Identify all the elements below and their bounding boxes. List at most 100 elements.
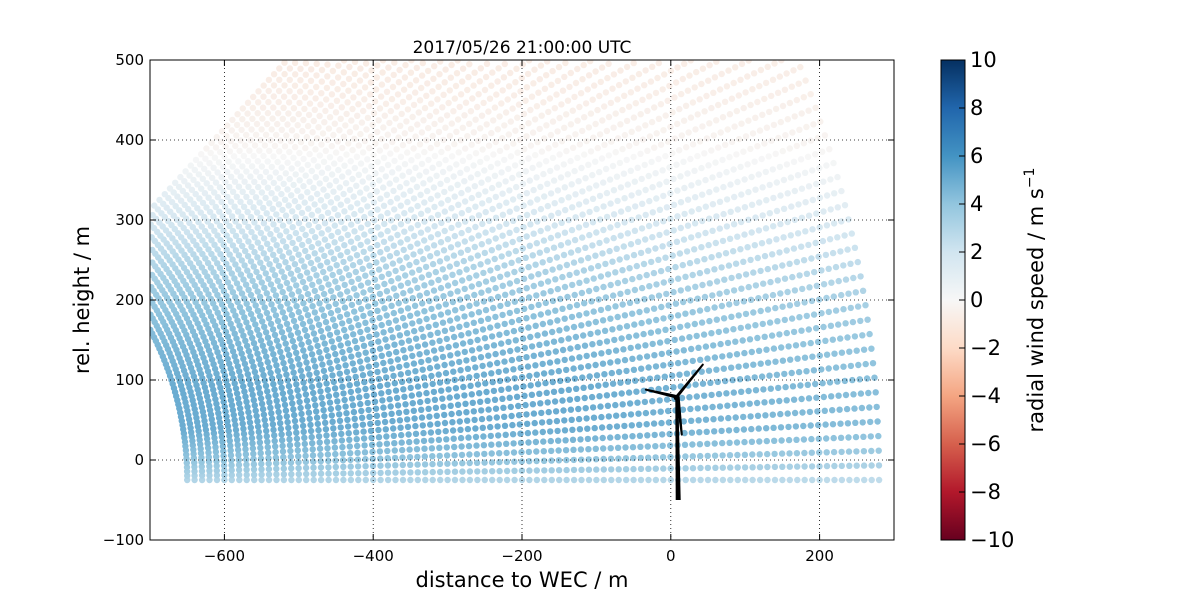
scatter-point [282,407,290,414]
scatter-point [362,296,370,303]
scatter-point [310,389,317,397]
scatter-point [327,102,335,110]
scatter-point [492,235,499,242]
scatter-point [823,462,831,470]
scatter-point [507,347,514,355]
scatter-point [540,448,547,455]
scatter-point [225,265,233,272]
scatter-point [214,232,221,239]
scatter-point [441,361,448,369]
scatter-point [360,342,368,349]
scatter-point [258,476,265,484]
scatter-point [559,87,567,94]
scatter-point [702,416,710,423]
scatter-point [759,184,766,191]
scatter-point [576,426,584,433]
scatter-point [224,193,231,201]
scatter-point [726,452,734,459]
scatter-point [270,236,277,243]
scatter-point [218,174,225,181]
scatter-point [699,380,707,387]
scatter-point [673,238,681,245]
scatter-point [691,167,698,174]
scatter-point [532,362,539,369]
scatter-point [348,395,356,402]
scatter-point [769,411,776,418]
scatter-point [459,304,466,312]
scatter-point [801,463,808,470]
scatter-point [590,414,598,421]
scatter-point [305,221,312,229]
scatter-point [324,386,331,394]
scatter-point [198,223,205,230]
scatter-point [229,116,236,124]
scatter-point [296,361,303,368]
scatter-point [730,221,738,228]
scatter-point [845,434,852,441]
scatter-point [695,417,702,424]
scatter-point [659,454,667,461]
scatter-point [689,476,697,484]
scatter-point [275,201,283,208]
scatter-point [585,466,593,473]
scatter-point [245,305,253,313]
scatter-point [705,367,713,374]
scatter-point [820,323,827,331]
scatter-point [250,471,258,478]
scatter-point [245,408,252,416]
scatter-point [481,133,488,141]
scatter-point [544,278,552,285]
scatter-point [473,372,480,380]
scatter-point [715,328,722,336]
scatter-point [576,279,583,286]
scatter-point [314,163,322,170]
scatter-point [298,209,306,217]
scatter-point [181,201,188,209]
scatter-point [821,132,829,139]
scatter-point [465,226,472,234]
scatter-point [258,366,266,373]
scatter-point [510,92,518,99]
scatter-point [763,437,770,445]
scatter-point [630,60,637,67]
scatter-point [764,450,771,458]
scatter-point [614,135,622,142]
scatter-point [344,288,351,295]
scatter-point [384,476,392,484]
scatter-point [264,444,271,451]
scatter-point [436,452,443,460]
scatter-point [757,307,764,315]
scatter-point [360,196,367,203]
scatter-point [292,214,299,221]
scatter-point [838,476,846,484]
scatter-point [660,127,667,134]
scatter-point [602,294,610,301]
scatter-point [364,279,372,286]
scatter-point [849,318,857,326]
scatter-point [701,392,708,399]
scatter-point [779,262,786,269]
scatter-point [734,178,741,186]
scatter-point [237,271,245,278]
scatter-point [567,121,575,128]
scatter-point [436,71,443,78]
scatter-point [390,372,397,380]
scatter-point [694,295,701,302]
scatter-point [233,431,240,439]
scatter-point [448,120,455,127]
scatter-point [656,339,664,346]
scatter-point [319,130,327,137]
scatter-point [211,434,218,442]
scatter-point [288,471,295,478]
scatter-point [296,99,303,107]
scatter-point [614,358,621,365]
scatter-point [404,369,412,376]
scatter-point [313,72,320,79]
scatter-point [688,234,695,241]
scatter-point [348,221,355,228]
scatter-point [586,373,593,380]
scatter-point [283,132,290,139]
scatter-point [232,218,239,225]
scatter-point [196,232,203,240]
scatter-point [469,399,476,406]
